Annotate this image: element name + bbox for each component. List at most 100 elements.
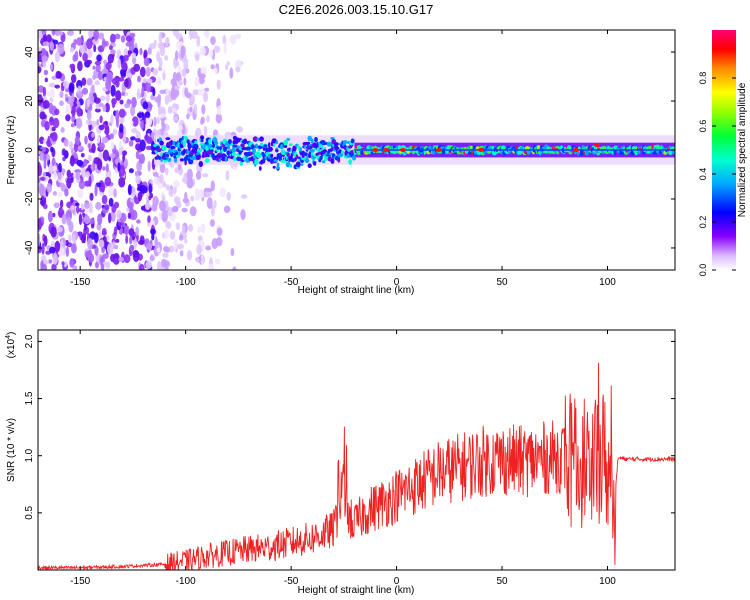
heatmap-cell xyxy=(256,154,262,159)
heatmap-cell xyxy=(119,123,124,134)
heatmap-cell xyxy=(119,118,125,124)
heatmap-cell xyxy=(165,184,170,191)
x-tick-label: 0 xyxy=(394,576,400,587)
heatmap-cell xyxy=(51,263,57,270)
heatmap-cell xyxy=(137,240,145,245)
heatmap-cell xyxy=(232,266,237,270)
heatmap-cell xyxy=(157,76,162,86)
heatmap-cell xyxy=(92,65,96,70)
heatmap-cell xyxy=(179,250,184,257)
heatmap-cell xyxy=(94,60,101,66)
heatmap-cell xyxy=(124,78,129,88)
heatmap-cell xyxy=(170,90,178,101)
heatmap-cell xyxy=(132,250,140,262)
heatmap-cell xyxy=(271,138,277,144)
heatmap-cell xyxy=(67,30,74,36)
heatmap-cell xyxy=(235,66,241,73)
heatmap-cell xyxy=(156,247,161,253)
heatmap-cell xyxy=(88,175,92,188)
heatmap-cell xyxy=(38,246,42,254)
heatmap-cell xyxy=(95,201,102,210)
heatmap-cell xyxy=(46,154,50,161)
heatmap-cell xyxy=(94,184,98,197)
heatmap-cell xyxy=(149,178,154,185)
heatmap-cell xyxy=(232,144,235,149)
heatmap-cell xyxy=(94,80,101,86)
heatmap-cell xyxy=(46,183,52,193)
spectrogram-x-label: Height of straight line (km) xyxy=(298,285,415,296)
heatmap-cell xyxy=(374,145,377,149)
heatmap-cell xyxy=(198,76,205,85)
heatmap-cell xyxy=(114,33,121,40)
heatmap-cell xyxy=(188,30,193,40)
heatmap-cell xyxy=(182,225,186,234)
heatmap-cell xyxy=(225,64,229,71)
heatmap-cell xyxy=(198,154,201,159)
heatmap-cell xyxy=(120,68,127,77)
heatmap-cell xyxy=(71,115,76,123)
heatmap-cell xyxy=(273,159,278,163)
heatmap-cell xyxy=(113,188,117,198)
heatmap-cell xyxy=(110,210,116,222)
colorbar-tick-label: 0.0 xyxy=(698,264,708,277)
heatmap-cell xyxy=(38,30,43,39)
heatmap-hotspot xyxy=(594,143,600,148)
heatmap-cell xyxy=(295,161,301,168)
heatmap-cell xyxy=(129,206,134,215)
heatmap-cell xyxy=(122,133,127,144)
heatmap-cell xyxy=(135,150,140,160)
heatmap-cell xyxy=(118,177,126,188)
y-tick-label: -40 xyxy=(24,240,35,255)
heatmap-cell xyxy=(140,119,145,130)
heatmap-cell xyxy=(54,51,60,63)
heatmap-cell xyxy=(142,78,147,84)
heatmap-cell xyxy=(135,226,140,236)
heatmap-cell xyxy=(112,128,118,136)
heatmap-hotspot xyxy=(477,148,484,152)
heatmap-cell xyxy=(620,151,625,155)
heatmap-cell xyxy=(161,145,167,151)
heatmap-cell xyxy=(70,123,75,128)
heatmap-cell xyxy=(87,30,95,38)
heatmap-cell xyxy=(69,258,75,268)
heatmap-cell xyxy=(191,30,198,40)
spectrogram-x-ticks: -150 -100 -50 0 50 100 xyxy=(70,30,616,288)
heatmap-cell xyxy=(314,136,318,143)
heatmap-cell xyxy=(183,61,189,70)
heatmap-cell xyxy=(347,147,351,153)
heatmap-cell xyxy=(49,41,55,51)
heatmap-cell xyxy=(93,157,101,165)
heatmap-cell xyxy=(124,158,129,168)
colorbar-tick-label: 0.4 xyxy=(698,168,708,181)
heatmap-cell xyxy=(203,91,208,103)
heatmap-cell xyxy=(147,215,151,223)
heatmap-cell xyxy=(183,142,186,147)
heatmap-cell xyxy=(96,54,102,62)
heatmap-cell xyxy=(176,222,180,231)
heatmap-cell xyxy=(101,68,109,74)
colorbar: 0.0 0.2 0.4 0.6 0.8 Normalized spectral ampl… xyxy=(698,30,748,276)
heatmap-cell xyxy=(84,201,90,209)
heatmap-cell xyxy=(147,160,151,172)
heatmap-cell xyxy=(200,254,204,265)
heatmap-cell xyxy=(40,199,46,206)
heatmap-cell xyxy=(66,177,72,189)
heatmap-cell xyxy=(111,77,119,85)
heatmap-cell xyxy=(186,113,190,120)
heatmap-cell xyxy=(208,138,212,145)
heatmap-cell xyxy=(197,188,205,199)
heatmap-cell xyxy=(68,234,72,243)
heatmap-cell xyxy=(200,223,206,234)
heatmap-cell xyxy=(72,265,78,270)
heatmap-cell xyxy=(156,51,161,63)
heatmap-cell xyxy=(43,235,48,247)
heatmap-cell xyxy=(235,137,240,143)
heatmap-cell xyxy=(129,32,136,38)
heatmap-cell xyxy=(148,183,153,195)
heatmap-cell xyxy=(204,158,210,163)
heatmap-cell xyxy=(84,135,88,145)
heatmap-cell xyxy=(159,45,165,57)
heatmap-cell xyxy=(55,70,61,79)
heatmap-cell xyxy=(115,238,120,243)
heatmap-hotspot xyxy=(383,148,389,152)
